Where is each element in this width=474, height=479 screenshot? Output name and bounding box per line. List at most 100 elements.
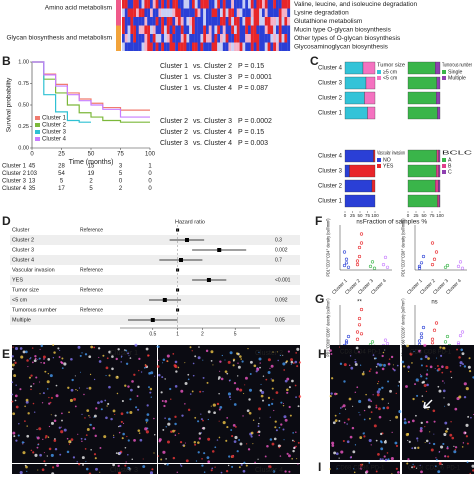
- cell: [74, 405, 77, 408]
- cell: [227, 360, 231, 364]
- cell: [13, 359, 15, 362]
- cell: [192, 374, 195, 377]
- heatmap-cell: [206, 25, 209, 34]
- cell: [140, 371, 143, 373]
- heatmap-cell: [200, 34, 204, 43]
- cell: [416, 437, 419, 440]
- cell: [126, 435, 128, 438]
- cell: [174, 360, 178, 364]
- cell: [41, 468, 45, 472]
- cell: [36, 436, 40, 440]
- cell: [409, 352, 413, 356]
- cell: [438, 462, 442, 465]
- panel-letter: C: [310, 54, 319, 68]
- heatmap-cell: [253, 25, 257, 34]
- cell: [119, 424, 122, 428]
- cell: [32, 451, 35, 454]
- cell: [180, 465, 183, 467]
- cell: [165, 458, 167, 460]
- heatmap-cell: [186, 8, 190, 17]
- cell: [270, 364, 274, 368]
- cell: [162, 428, 165, 431]
- heatmap-cell: [284, 0, 288, 9]
- label: Lysine degradation: [294, 10, 349, 17]
- cell: [464, 431, 467, 434]
- cell: [255, 370, 258, 373]
- heatmap-cell: [278, 25, 282, 34]
- cell: [44, 464, 47, 467]
- heatmap-cell: [225, 0, 229, 9]
- label: P = 0.0002: [238, 118, 272, 125]
- cell: [84, 417, 86, 419]
- cell: [344, 408, 347, 410]
- heatmap-cell: [164, 8, 167, 17]
- legend-swatch: [377, 164, 381, 168]
- cell: [30, 388, 32, 391]
- dot: [385, 342, 390, 346]
- heatmap-cell: [164, 0, 167, 9]
- heatmap-cell: [206, 8, 209, 17]
- dot: [421, 325, 426, 330]
- heatmap-cell: [155, 42, 159, 51]
- dot: [383, 255, 388, 260]
- cell: [425, 377, 428, 380]
- cell: [32, 382, 35, 385]
- cell: [392, 368, 395, 371]
- heatmap-cell: [172, 0, 176, 9]
- cell: [226, 425, 229, 429]
- label: Fraction of samples %: [363, 219, 428, 226]
- dot: [460, 330, 465, 334]
- cell: [34, 453, 38, 457]
- label: 0.00: [18, 145, 29, 151]
- label: vs.: [193, 118, 202, 125]
- cell: [407, 365, 411, 369]
- cell: [297, 405, 300, 408]
- cell: [398, 380, 401, 383]
- cell: [191, 390, 194, 393]
- cell: [218, 436, 221, 439]
- cell: [412, 465, 416, 468]
- cell: [33, 411, 36, 413]
- cell: [184, 381, 188, 386]
- dot: [372, 266, 377, 270]
- heatmap-cell: [222, 34, 226, 43]
- cell: [160, 391, 163, 394]
- cell: [42, 355, 46, 359]
- label: 5: [234, 331, 237, 337]
- cell: [42, 392, 45, 395]
- heatmap-cell: [214, 0, 218, 9]
- cell: [134, 343, 138, 347]
- cell: [277, 359, 279, 362]
- label: 0: [119, 179, 123, 185]
- cell: [81, 413, 83, 415]
- cell: [414, 383, 417, 386]
- heatmap-cell: [147, 0, 151, 9]
- cell: [83, 393, 85, 396]
- cell: [434, 368, 436, 370]
- dot: [355, 263, 360, 267]
- cell: [43, 361, 46, 365]
- cell: [270, 402, 274, 406]
- cell: [165, 426, 167, 428]
- heatmap-cell: [138, 8, 142, 17]
- label: Reference: [80, 227, 103, 233]
- cell: [375, 404, 378, 407]
- dot: [445, 263, 450, 268]
- cell: [405, 432, 409, 437]
- cell: [45, 435, 48, 438]
- cell: [12, 431, 16, 435]
- cell: [267, 358, 271, 362]
- cell: [198, 437, 202, 440]
- cell: [266, 445, 269, 448]
- bar-segment: [438, 164, 441, 178]
- cell: [444, 455, 447, 458]
- cell: [370, 411, 373, 414]
- heatmap-cell: [270, 25, 274, 34]
- cell: [201, 458, 203, 460]
- label: vs.: [193, 74, 202, 81]
- cell: [331, 441, 335, 445]
- cell: [220, 471, 223, 474]
- panel-letter: H: [318, 347, 327, 361]
- bar-segment: [435, 61, 441, 75]
